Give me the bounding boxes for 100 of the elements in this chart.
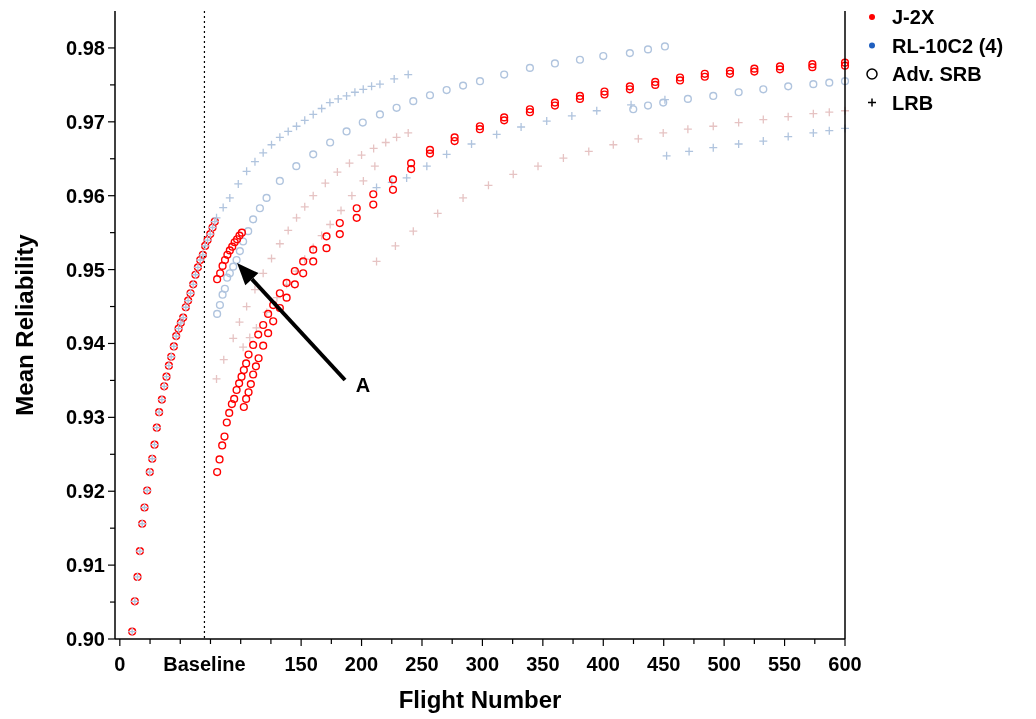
point bbox=[625, 82, 634, 91]
point bbox=[275, 303, 284, 313]
point bbox=[232, 235, 242, 244]
point bbox=[335, 230, 344, 239]
point bbox=[291, 213, 302, 223]
y-tick-label: 0.92 bbox=[66, 480, 105, 503]
point bbox=[600, 90, 609, 99]
point bbox=[675, 73, 685, 82]
point bbox=[659, 98, 668, 107]
point bbox=[525, 105, 535, 114]
point bbox=[269, 317, 278, 326]
point bbox=[215, 300, 225, 310]
point bbox=[651, 80, 660, 89]
point bbox=[392, 103, 401, 112]
point bbox=[235, 247, 244, 256]
point bbox=[625, 49, 634, 58]
point bbox=[500, 113, 509, 122]
point bbox=[216, 269, 225, 278]
point bbox=[352, 204, 361, 213]
point bbox=[643, 45, 653, 54]
point bbox=[458, 193, 468, 203]
point bbox=[250, 284, 260, 295]
point bbox=[475, 77, 485, 86]
point bbox=[389, 74, 399, 84]
point bbox=[533, 161, 543, 171]
x-tick-label: 250 bbox=[405, 653, 439, 675]
point bbox=[325, 219, 335, 230]
point bbox=[218, 290, 227, 299]
point bbox=[227, 399, 236, 409]
y-tick-label: 0.98 bbox=[66, 36, 105, 59]
point bbox=[775, 65, 785, 74]
point bbox=[466, 139, 477, 149]
point bbox=[275, 289, 284, 298]
point bbox=[750, 67, 759, 76]
point bbox=[733, 139, 744, 149]
annotation: A bbox=[355, 374, 371, 396]
point bbox=[450, 133, 459, 142]
point bbox=[575, 55, 585, 64]
point bbox=[347, 191, 357, 201]
point bbox=[683, 124, 693, 134]
point bbox=[550, 98, 560, 107]
point bbox=[232, 385, 241, 395]
point bbox=[225, 246, 234, 255]
y-tick-label: 0.94 bbox=[66, 332, 106, 355]
x-tick-label: 350 bbox=[526, 653, 560, 675]
point bbox=[558, 153, 569, 163]
point bbox=[775, 62, 785, 71]
point bbox=[233, 179, 243, 189]
point bbox=[599, 51, 608, 61]
point bbox=[225, 408, 234, 418]
point bbox=[600, 87, 609, 96]
point bbox=[825, 78, 834, 87]
point bbox=[425, 145, 435, 154]
x-axis-title: Flight Number bbox=[398, 686, 562, 713]
point bbox=[259, 320, 268, 330]
point bbox=[651, 77, 660, 87]
y-tick-label: 0.95 bbox=[66, 258, 105, 281]
point bbox=[326, 138, 335, 147]
point bbox=[375, 110, 385, 119]
point bbox=[222, 418, 231, 427]
legend-label: J-2X bbox=[892, 6, 935, 28]
point bbox=[249, 370, 258, 379]
point bbox=[225, 269, 234, 278]
ref-line-label: Baseline bbox=[163, 653, 246, 675]
point bbox=[369, 190, 378, 199]
point bbox=[516, 122, 526, 132]
y-tick-label: 0.90 bbox=[66, 628, 105, 650]
point bbox=[333, 94, 343, 104]
point bbox=[684, 146, 694, 157]
point bbox=[299, 269, 308, 278]
point bbox=[525, 108, 535, 117]
point bbox=[341, 91, 352, 101]
point bbox=[237, 228, 246, 237]
point bbox=[215, 455, 224, 464]
point bbox=[629, 105, 638, 114]
point bbox=[275, 239, 285, 249]
point bbox=[388, 185, 398, 194]
point bbox=[213, 467, 222, 477]
point bbox=[660, 42, 670, 51]
point bbox=[259, 341, 268, 350]
point bbox=[809, 80, 818, 89]
point bbox=[251, 362, 261, 371]
point bbox=[239, 402, 248, 412]
point bbox=[425, 149, 435, 158]
point bbox=[784, 82, 793, 91]
point bbox=[242, 394, 251, 403]
point bbox=[450, 136, 459, 146]
point bbox=[700, 72, 709, 81]
point bbox=[237, 372, 246, 381]
point bbox=[336, 205, 346, 216]
y-axis-title: Mean Reliability bbox=[11, 233, 38, 416]
x-tick-label: 600 bbox=[828, 653, 862, 675]
point bbox=[675, 76, 685, 85]
point bbox=[244, 388, 253, 397]
point bbox=[262, 193, 271, 203]
point bbox=[211, 374, 222, 384]
point bbox=[244, 350, 253, 359]
point bbox=[228, 242, 237, 251]
point bbox=[350, 87, 360, 97]
x-tick-label: 150 bbox=[284, 653, 318, 675]
